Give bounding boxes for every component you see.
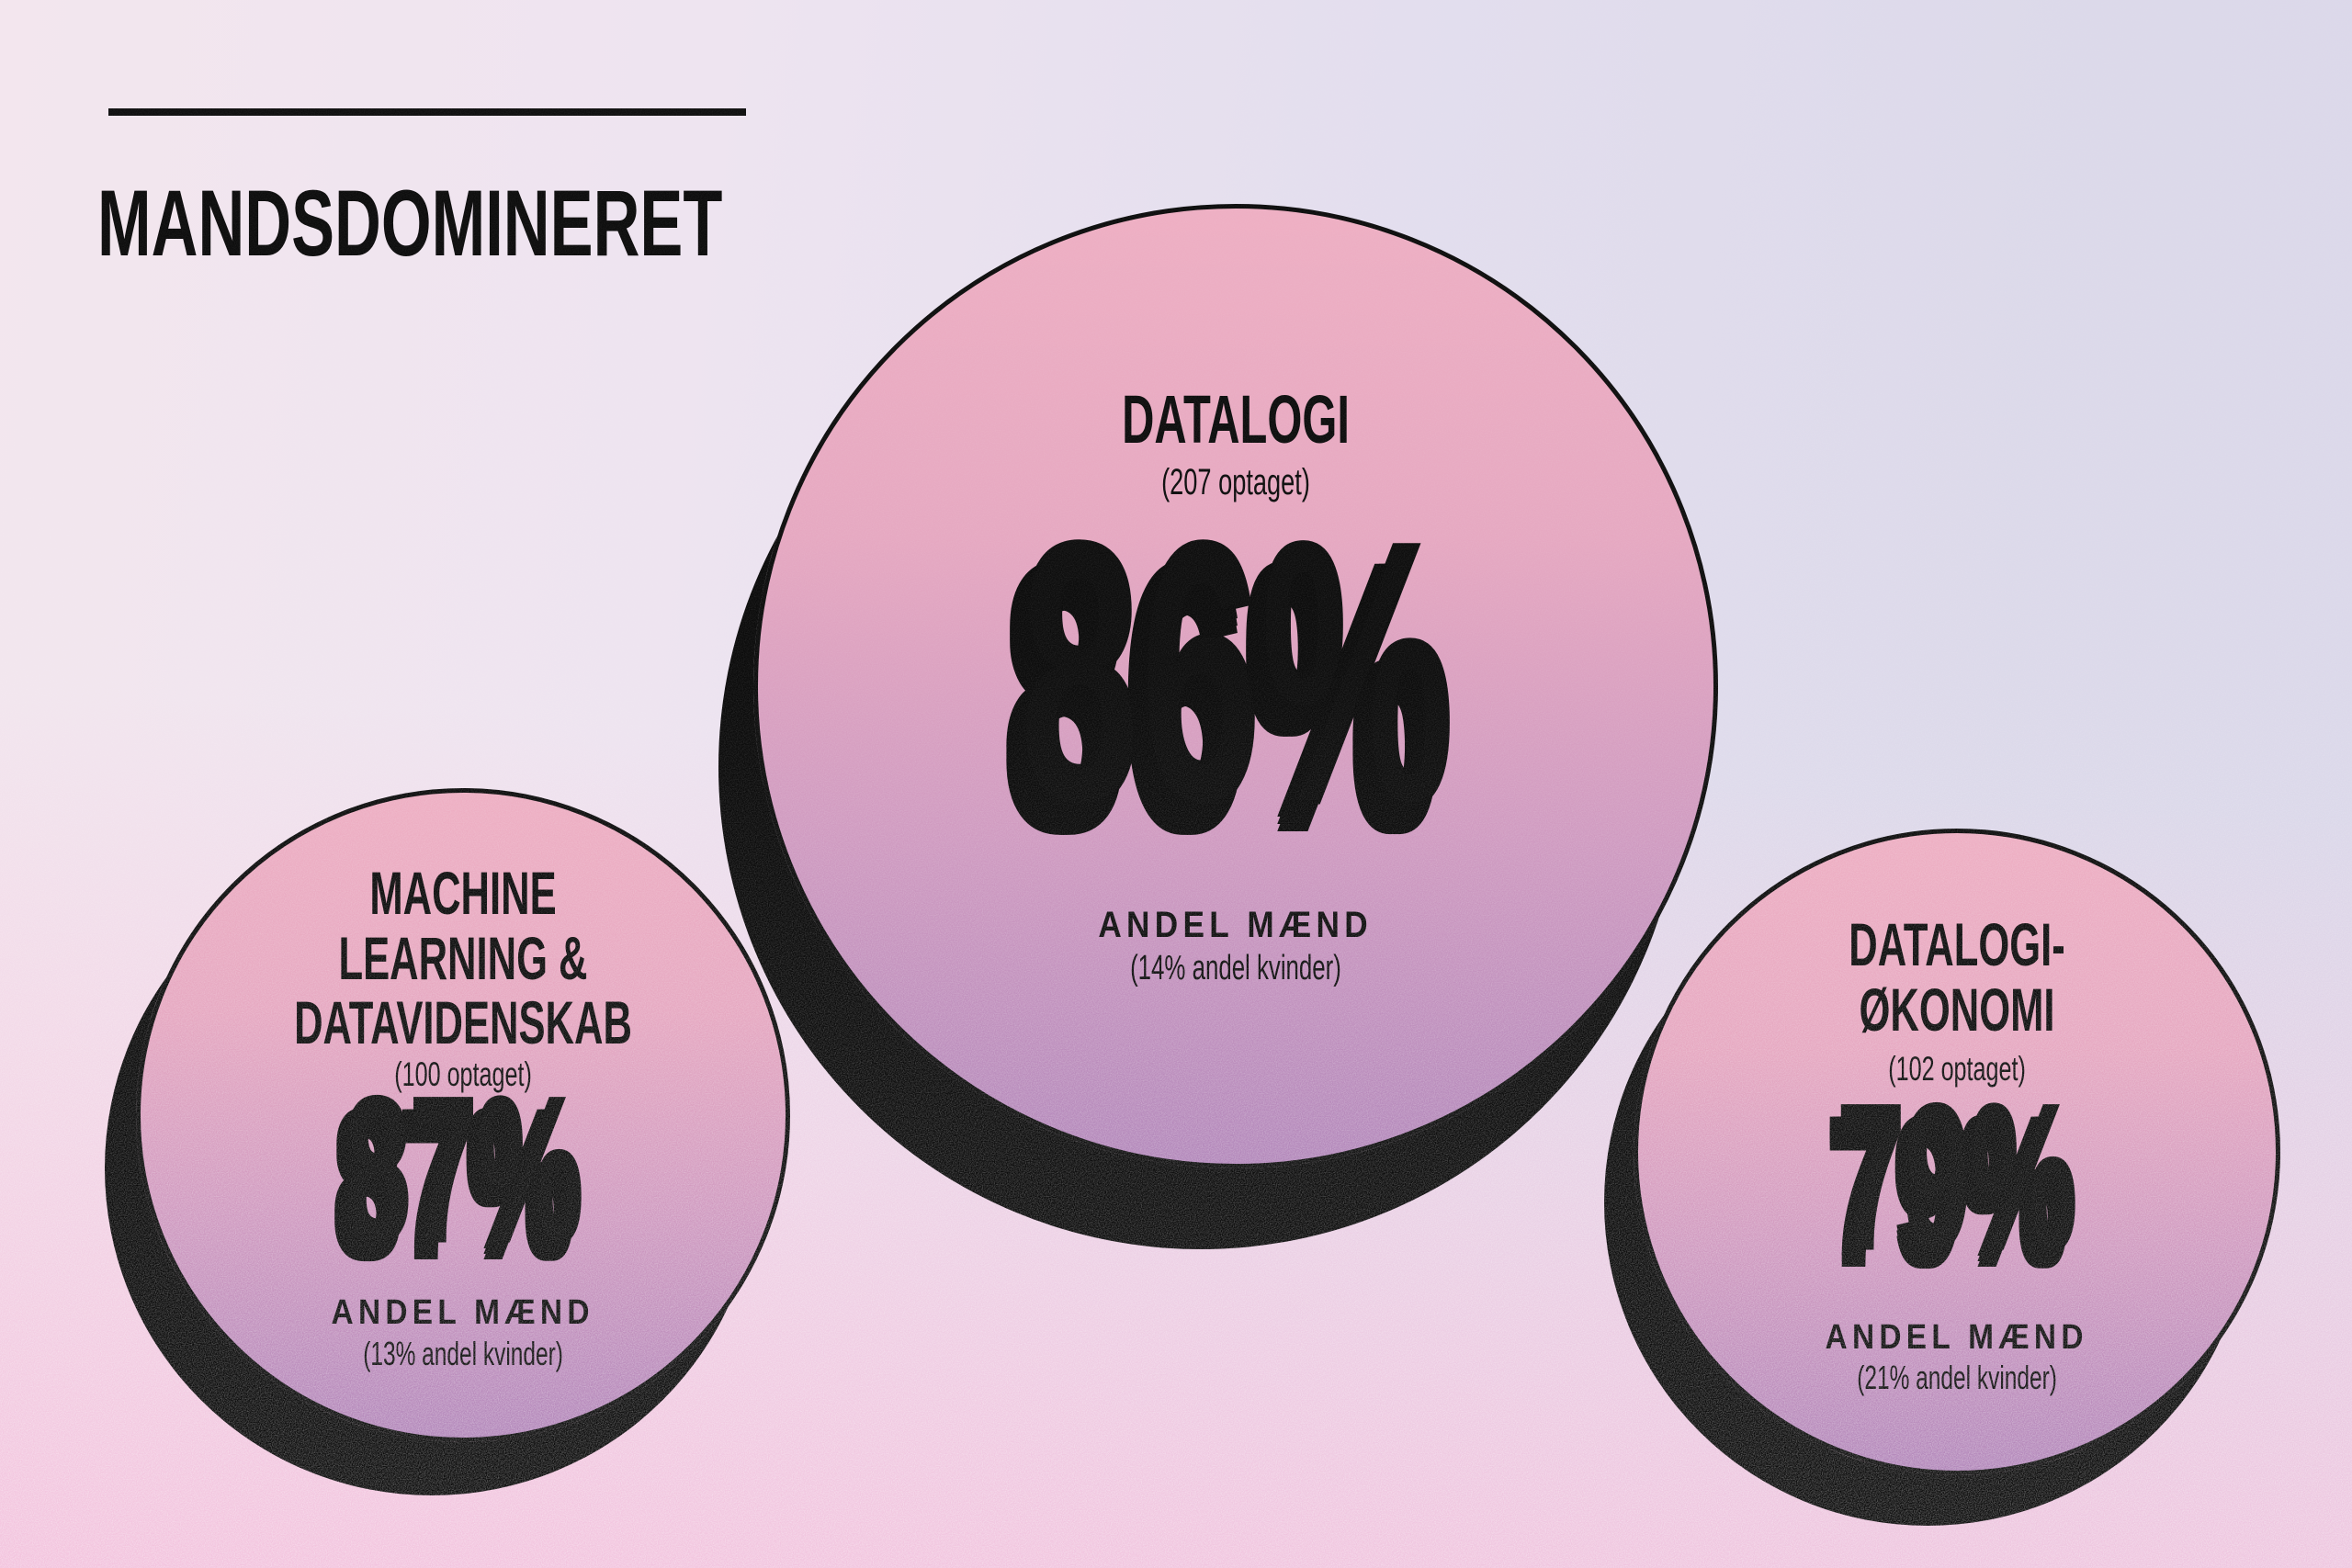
- bubble-value: 87%: [342, 1056, 584, 1282]
- bubble-title: MACHINE LEARNING & DATAVIDENSKAB: [294, 859, 632, 1057]
- bubble-sublabel: (21% andel kvinder): [1857, 1359, 2057, 1396]
- bubble-datalogi: DATALOGI (207 optaget) 86% ANDEL MÆND (1…: [753, 204, 1718, 1168]
- bubble-datalogi-okonomi: DATALOGI- ØKONOMI (102 optaget) 79% ANDE…: [1634, 829, 2280, 1475]
- bubble-label: ANDEL MÆND: [331, 1293, 595, 1332]
- bubble-value: 79%: [1836, 1064, 2078, 1290]
- bubble-label: ANDEL MÆND: [1098, 905, 1374, 945]
- title-rule: [108, 108, 746, 116]
- bubble-value: 86%: [1016, 468, 1455, 878]
- page-title: MANDSDOMINERET: [97, 171, 723, 276]
- bubble-label: ANDEL MÆND: [1825, 1318, 2089, 1357]
- bubble-sublabel: (13% andel kvinder): [363, 1335, 563, 1372]
- bubble-machine-learning-datavidenskab: MACHINE LEARNING & DATAVIDENSKAB (100 op…: [136, 788, 790, 1442]
- bubble-sublabel: (14% andel kvinder): [1130, 949, 1341, 987]
- bubble-title: DATALOGI- ØKONOMI: [1849, 910, 2065, 1043]
- bubble-title: DATALOGI: [1122, 381, 1350, 457]
